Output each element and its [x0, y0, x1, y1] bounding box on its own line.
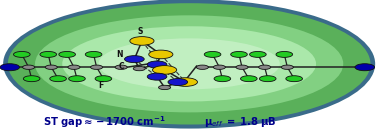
Circle shape [231, 51, 247, 57]
Ellipse shape [99, 38, 280, 89]
Text: $\mathbf{\mu_{\it{eff}}\ =\ 1.8\ \mu B}$: $\mathbf{\mu_{\it{eff}}\ =\ 1.8\ \mu B}$ [204, 116, 277, 129]
Circle shape [125, 56, 144, 63]
Circle shape [173, 78, 197, 86]
Ellipse shape [35, 15, 343, 112]
Circle shape [276, 51, 293, 57]
Circle shape [249, 51, 266, 57]
Ellipse shape [62, 26, 316, 101]
Circle shape [196, 65, 208, 69]
Circle shape [40, 51, 57, 57]
Text: N: N [116, 50, 123, 59]
Circle shape [147, 61, 167, 68]
Circle shape [50, 76, 67, 82]
Circle shape [214, 76, 231, 82]
Circle shape [213, 65, 225, 69]
Circle shape [149, 50, 173, 59]
Circle shape [158, 85, 170, 90]
Ellipse shape [8, 3, 370, 124]
Ellipse shape [3, 0, 375, 129]
Circle shape [133, 66, 145, 71]
Circle shape [68, 65, 80, 69]
Circle shape [23, 65, 35, 69]
Circle shape [204, 51, 221, 57]
Circle shape [95, 76, 112, 82]
Text: S: S [137, 26, 143, 35]
Circle shape [14, 51, 30, 57]
Text: F: F [99, 81, 104, 90]
Circle shape [85, 51, 102, 57]
Circle shape [259, 76, 276, 82]
Text: C: C [119, 62, 124, 71]
Circle shape [281, 65, 293, 69]
Circle shape [240, 76, 257, 82]
Circle shape [23, 76, 40, 82]
Circle shape [69, 76, 85, 82]
Circle shape [115, 65, 127, 69]
Circle shape [59, 51, 76, 57]
Circle shape [286, 76, 302, 82]
Circle shape [0, 64, 20, 71]
Circle shape [45, 65, 57, 69]
Circle shape [259, 65, 271, 69]
Circle shape [355, 64, 375, 71]
Circle shape [130, 37, 154, 45]
Text: $\mathbf{ST\ gap \approx -1700\ cm^{-1}}$: $\mathbf{ST\ gap \approx -1700\ cm^{-1}}… [43, 115, 166, 130]
Circle shape [91, 65, 103, 69]
Circle shape [168, 79, 187, 86]
Circle shape [236, 65, 248, 69]
Circle shape [152, 66, 177, 74]
Circle shape [147, 73, 167, 80]
